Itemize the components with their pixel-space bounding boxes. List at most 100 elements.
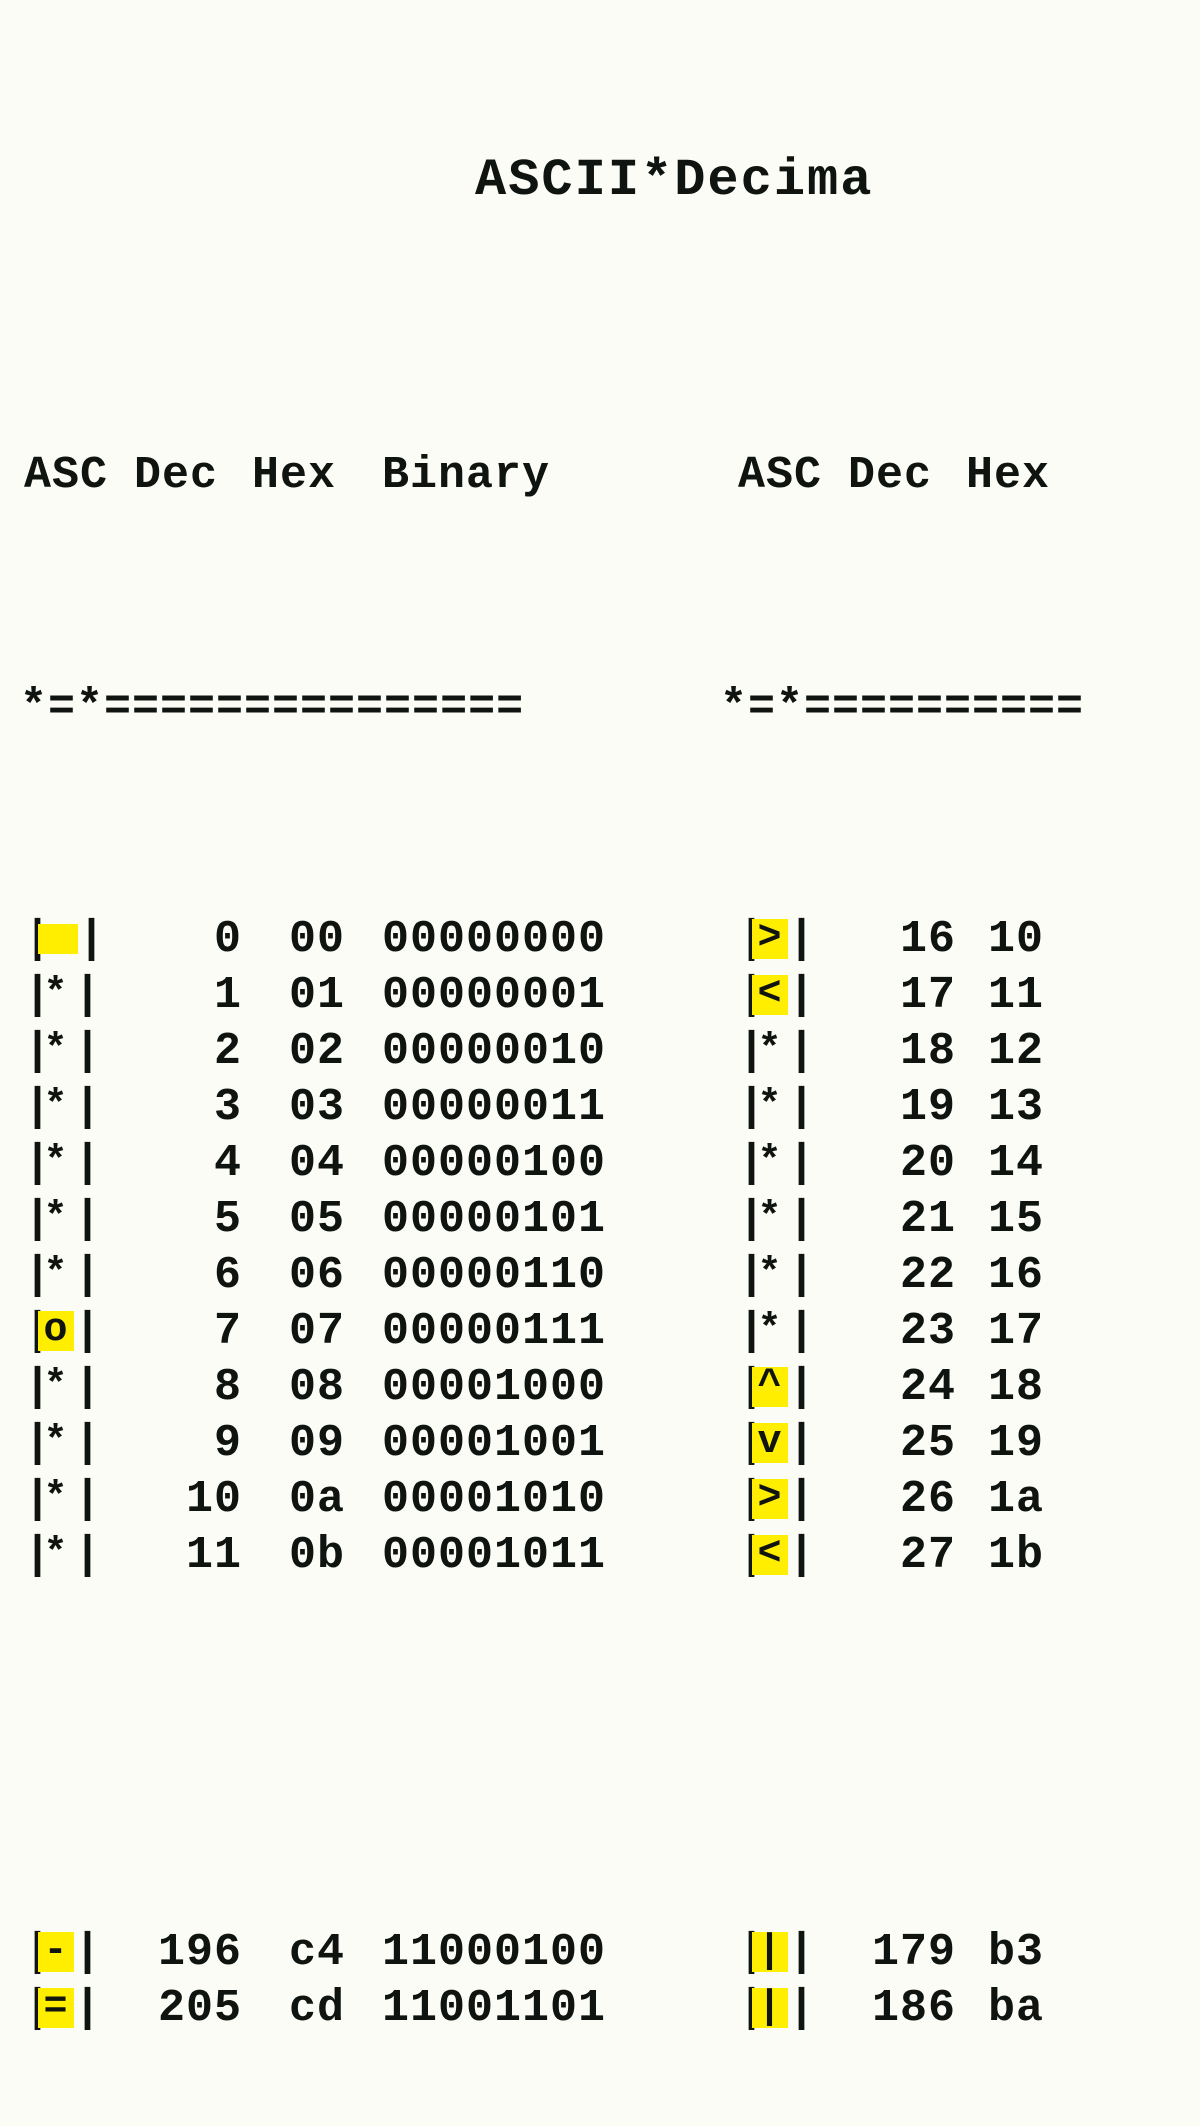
asc-cell: |<| xyxy=(734,1533,848,1578)
dec-cell: 8 xyxy=(134,1365,252,1410)
hex-cell: 16 xyxy=(966,1253,1118,1298)
asc-cell: |*| xyxy=(20,1477,134,1522)
dec-cell: 20 xyxy=(848,1141,966,1186)
asc-cell: |<| xyxy=(734,973,848,1018)
hex-cell: 00 xyxy=(252,917,382,962)
table-row: |o|70700000111 |*|2317 xyxy=(20,1303,1200,1359)
hex-cell: 17 xyxy=(966,1309,1118,1354)
hdr-asc-left: ASC xyxy=(20,453,134,498)
asc-cell: |*| xyxy=(20,973,134,1018)
asc-cell: |>| xyxy=(734,1477,848,1522)
table-row: |*|40400000100|*|2014 xyxy=(20,1135,1200,1191)
asc-cell: |*| xyxy=(734,1309,848,1354)
hex-cell: 07 xyxy=(252,1309,382,1354)
dec-cell: 17 xyxy=(848,973,966,1018)
dec-cell: 5 xyxy=(134,1197,252,1242)
asc-cell: |=| xyxy=(20,1986,134,2031)
asc-cell: |o| xyxy=(20,1309,134,1354)
hex-cell: ba xyxy=(966,1986,1118,2031)
hex-cell: 0b xyxy=(252,1533,382,1578)
bin-cell: 11000100 xyxy=(382,1930,702,1975)
table-row: ||00000000000|>|1610 xyxy=(20,911,1200,967)
hex-cell: 0a xyxy=(252,1477,382,1522)
dec-cell: 22 xyxy=(848,1253,966,1298)
hex-cell: 14 xyxy=(966,1141,1118,1186)
hdr-dec-left: Dec xyxy=(134,453,252,498)
hex-cell: 06 xyxy=(252,1253,382,1298)
dec-cell: 25 xyxy=(848,1421,966,1466)
asc-cell: |*| xyxy=(20,1365,134,1410)
dec-cell: 9 xyxy=(134,1421,252,1466)
dec-cell: 205 xyxy=(134,1986,252,2031)
asc-cell: |*| xyxy=(20,1253,134,1298)
table-extra: |-|196c411000100|||179b3|=|205cd11001101… xyxy=(20,1924,1200,2036)
hex-cell: 19 xyxy=(966,1421,1118,1466)
bin-cell: 00001001 xyxy=(382,1421,702,1466)
hex-cell: 01 xyxy=(252,973,382,1018)
hex-cell: c4 xyxy=(252,1930,382,1975)
bin-cell: 11001101 xyxy=(382,1986,702,2031)
separator-row: *=*=============== *=*========== xyxy=(20,683,1200,731)
page-title: ASCII*Decima xyxy=(20,155,1200,207)
asc-cell: |*| xyxy=(734,1253,848,1298)
dec-cell: 19 xyxy=(848,1085,966,1130)
dec-cell: 26 xyxy=(848,1477,966,1522)
asc-cell: |*| xyxy=(734,1197,848,1242)
hdr-bin-left: Binary xyxy=(382,453,702,498)
hex-cell: 04 xyxy=(252,1141,382,1186)
hdr-dec-right: Dec xyxy=(848,453,966,498)
dec-cell: 6 xyxy=(134,1253,252,1298)
table-row: |*|100a00001010 |>|261a xyxy=(20,1471,1200,1527)
bin-cell: 00000111 xyxy=(382,1309,702,1354)
dec-cell: 2 xyxy=(134,1029,252,1074)
dec-cell: 18 xyxy=(848,1029,966,1074)
dec-cell: 179 xyxy=(848,1930,966,1975)
asc-cell: |*| xyxy=(734,1141,848,1186)
asc-cell: |*| xyxy=(20,1085,134,1130)
hex-cell: 11 xyxy=(966,973,1118,1018)
hex-cell: 15 xyxy=(966,1197,1118,1242)
asc-cell: |*| xyxy=(20,1141,134,1186)
dec-cell: 10 xyxy=(134,1477,252,1522)
table-row: |*|90900001001|v|2519 xyxy=(20,1415,1200,1471)
table-row: |*|30300000011|*|1913 xyxy=(20,1079,1200,1135)
ascii-table-page: ASCII*Decima ASC Dec Hex Binary ASC Dec … xyxy=(0,0,1200,2126)
hdr-asc-right: ASC xyxy=(734,453,848,498)
hex-cell: 18 xyxy=(966,1365,1118,1410)
asc-cell: |>| xyxy=(734,917,848,962)
dec-cell: 4 xyxy=(134,1141,252,1186)
dec-cell: 27 xyxy=(848,1533,966,1578)
bin-cell: 00001010 xyxy=(382,1477,702,1522)
table-row: |*|110b00001011|<|271b xyxy=(20,1527,1200,1583)
hex-cell: 13 xyxy=(966,1085,1118,1130)
dec-cell: 196 xyxy=(134,1930,252,1975)
hex-cell: 03 xyxy=(252,1085,382,1130)
hex-cell: 02 xyxy=(252,1029,382,1074)
table-row: |*|60600000110|*|2216 xyxy=(20,1247,1200,1303)
dec-cell: 24 xyxy=(848,1365,966,1410)
hex-cell: 10 xyxy=(966,917,1118,962)
hex-cell: 05 xyxy=(252,1197,382,1242)
asc-cell: |*| xyxy=(20,1197,134,1242)
dec-cell: 16 xyxy=(848,917,966,962)
hex-cell: 12 xyxy=(966,1029,1118,1074)
dec-cell: 7 xyxy=(134,1309,252,1354)
asc-cell: |*| xyxy=(20,1029,134,1074)
header-row: ASC Dec Hex Binary ASC Dec Hex xyxy=(20,447,1200,503)
table-row: |*|10100000001|<|1711 xyxy=(20,967,1200,1023)
asc-cell: |*| xyxy=(734,1085,848,1130)
bin-cell: 00000001 xyxy=(382,973,702,1018)
bin-cell: 00000100 xyxy=(382,1141,702,1186)
hdr-hex-left: Hex xyxy=(252,453,382,498)
table-body: ||00000000000|>|1610|*|10100000001|<|171… xyxy=(20,911,1200,1583)
table-row: |*|50500000101|*|2115 xyxy=(20,1191,1200,1247)
bin-cell: 00000011 xyxy=(382,1085,702,1130)
hdr-hex-right: Hex xyxy=(966,453,1096,498)
bin-cell: 00001011 xyxy=(382,1533,702,1578)
dec-cell: 21 xyxy=(848,1197,966,1242)
hex-cell: 1a xyxy=(966,1477,1118,1522)
table-row: |-|196c411000100|||179b3 xyxy=(20,1924,1200,1980)
asc-cell: |^| xyxy=(734,1365,848,1410)
bin-cell: 00000110 xyxy=(382,1253,702,1298)
dec-cell: 23 xyxy=(848,1309,966,1354)
